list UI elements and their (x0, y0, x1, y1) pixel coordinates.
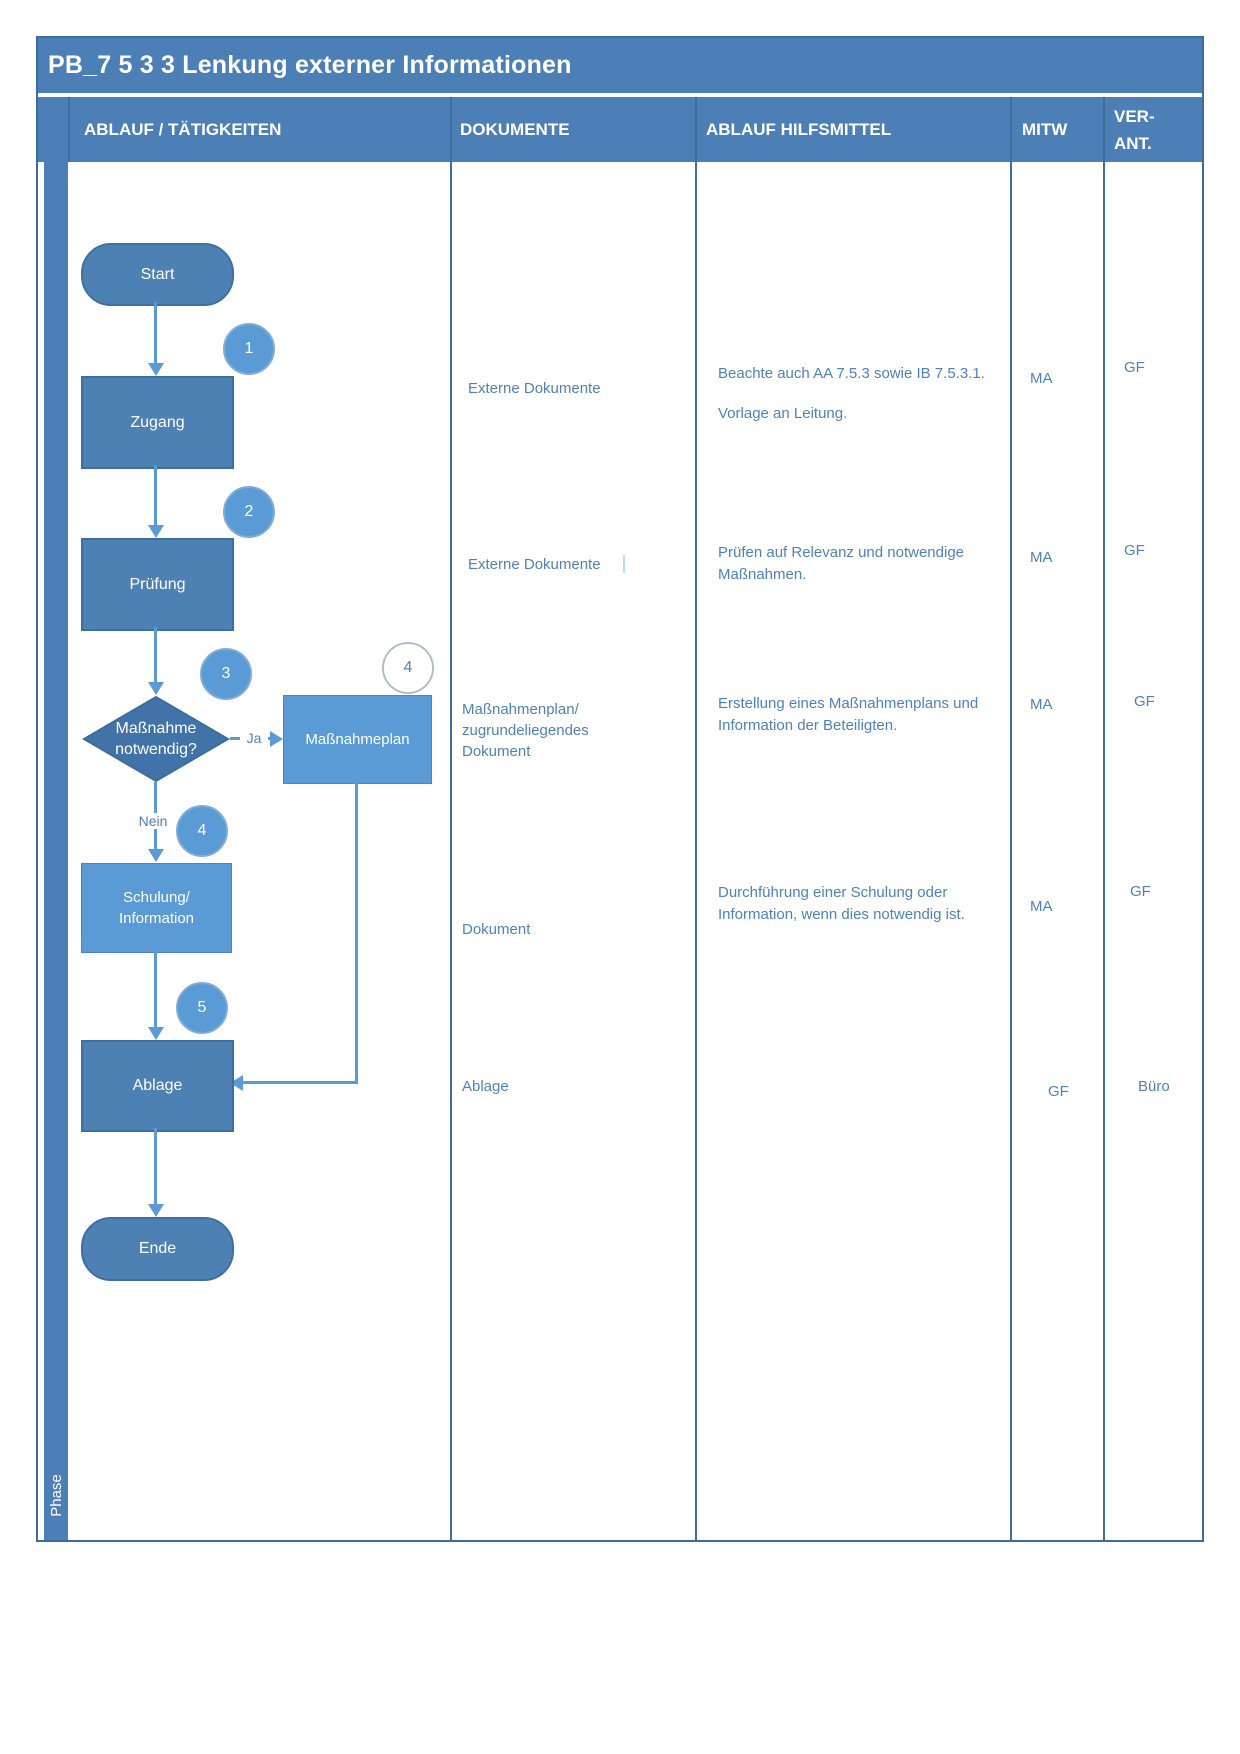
dokumente-entry-5: Ablage (462, 1078, 509, 1095)
connector-label-nein: Nein (130, 813, 176, 829)
column-divider (1103, 162, 1105, 1540)
flow-node-ende: Ende (81, 1217, 234, 1281)
flow-node-pruefung: Prüfung (81, 538, 234, 631)
hilfsmittel-entry-1b: Vorlage an Leitung. (718, 405, 848, 422)
header-divider (695, 97, 697, 162)
arrowhead-down-icon (148, 525, 164, 538)
step-badge-5: 5 (176, 982, 228, 1034)
column-header-hilfsmittel: ABLAUF HILFSMITTEL (706, 119, 892, 139)
flowchart-body: Phase Start 1 Zugang 2 Prüfung 3 4 (38, 162, 1202, 1540)
flow-node-ende-label: Ende (138, 1240, 177, 1257)
step-badge-3: 3 (200, 648, 252, 700)
verant-value-3: GF (1134, 693, 1155, 710)
header-divider (68, 97, 70, 162)
connector-line (355, 782, 358, 1083)
cursor-artifact (623, 555, 625, 573)
column-divider (450, 162, 452, 1540)
verant-value-4: GF (1130, 883, 1151, 900)
column-header-mitw: MITW (1022, 119, 1068, 139)
flow-node-pruefung-label: Prüfung (129, 575, 186, 593)
arrowhead-down-icon (148, 682, 164, 695)
column-divider (695, 162, 697, 1540)
step-badge-2-label: 2 (244, 503, 254, 520)
flow-node-zugang: Zugang (81, 376, 234, 469)
step-badge-4: 4 (176, 805, 228, 857)
decision-diamond-label: Maßnahme notwendig? (115, 720, 197, 758)
arrowhead-down-icon (148, 849, 164, 862)
step-badge-1: 1 (223, 323, 275, 375)
verant-value-2: GF (1124, 542, 1145, 559)
arrowhead-down-icon (148, 1027, 164, 1040)
connector-line (154, 302, 157, 363)
connector-line (154, 465, 157, 525)
dokumente-entry-3: Maßnahmenplan/ zugrundeliegendes Dokumen… (462, 701, 589, 760)
connector-line (154, 627, 157, 683)
mitw-value-3: MA (1030, 696, 1053, 713)
column-header-verant: VER- ANT. (1114, 106, 1155, 153)
step-badge-4-label: 4 (197, 822, 207, 839)
column-header-dokumente: DOKUMENTE (460, 119, 570, 139)
verant-value-5: Büro (1138, 1078, 1170, 1095)
connector-label-ja: Ja (240, 730, 268, 746)
flow-node-massnahmeplan: Maßnahmeplan (283, 695, 432, 784)
flow-node-start-label: Start (140, 265, 175, 283)
mitw-value-1: MA (1030, 370, 1053, 387)
arrowhead-right-icon (270, 731, 283, 747)
phase-strip (44, 162, 68, 1540)
mitw-value-2: MA (1030, 549, 1053, 566)
dokumente-entry-1: Externe Dokumente (468, 380, 601, 397)
step-badge-4-outline: 4 (382, 642, 434, 694)
step-badge-4-outline-label: 4 (403, 659, 413, 676)
column-divider (1010, 162, 1012, 1540)
column-header-row: ABLAUF / TÄTIGKEITEN DOKUMENTE ABLAUF HI… (38, 97, 1202, 162)
hilfsmittel-entry-4: Durchführung einer Schulung oder Informa… (718, 884, 965, 923)
step-badge-5-label: 5 (197, 999, 207, 1016)
dokumente-entry-2: Externe Dokumente (468, 556, 601, 573)
hilfsmittel-entry-1a: Beachte auch AA 7.5.3 sowie IB 7.5.3.1. (718, 365, 985, 382)
step-badge-1-label: 1 (244, 340, 254, 357)
connector-line (154, 1128, 157, 1204)
mitw-value-4: MA (1030, 898, 1053, 915)
header-divider (450, 97, 452, 162)
mitw-value-5: GF (1048, 1083, 1069, 1100)
arrowhead-down-icon (148, 1204, 164, 1217)
hilfsmittel-entry-3: Erstellung eines Maßnahmenplans und Info… (718, 695, 979, 734)
verant-value-1: GF (1124, 359, 1145, 376)
flow-node-massnahmeplan-label: Maßnahmeplan (305, 731, 410, 748)
page-title: PB_7 5 3 3 Lenkung externer Informatione… (48, 51, 572, 79)
arrowhead-down-icon (148, 363, 164, 376)
step-badge-2: 2 (223, 486, 275, 538)
connector-line (242, 1081, 358, 1084)
flow-node-schulung: Schulung/ Information (81, 863, 232, 953)
phase-label: Phase (47, 1473, 65, 1517)
header-divider (1010, 97, 1012, 162)
decision-diamond (82, 695, 230, 783)
phase-label-wrap: Phase (44, 1452, 68, 1538)
flow-node-ablage: Ablage (81, 1040, 234, 1132)
title-divider (38, 93, 1202, 97)
column-header-ablauf: ABLAUF / TÄTIGKEITEN (84, 119, 282, 139)
title-bar: PB_7 5 3 3 Lenkung externer Informatione… (38, 38, 1202, 93)
dokumente-entry-4: Dokument (462, 921, 531, 938)
hilfsmittel-entry-2: Prüfen auf Relevanz und notwendige Maßna… (718, 544, 965, 583)
process-sheet: PB_7 5 3 3 Lenkung externer Informatione… (36, 36, 1204, 1542)
step-badge-3-label: 3 (221, 665, 231, 682)
flow-node-ablage-label: Ablage (132, 1077, 183, 1094)
header-divider (1103, 97, 1105, 162)
connector-line (154, 951, 157, 1027)
flow-node-zugang-label: Zugang (130, 413, 185, 431)
flow-node-start: Start (81, 243, 234, 306)
